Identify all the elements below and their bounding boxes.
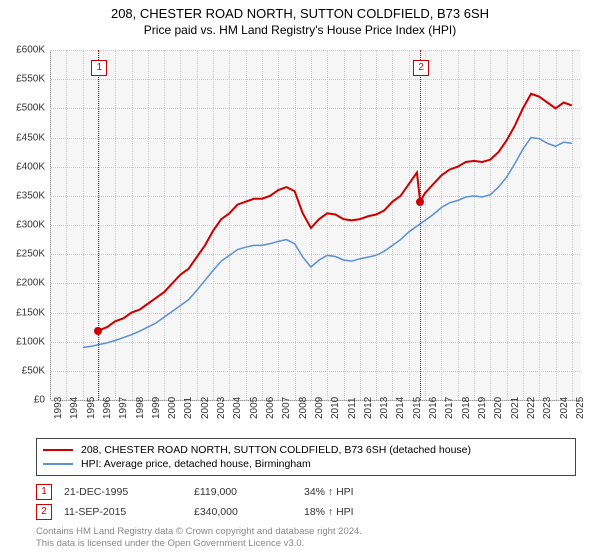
marker-dot-icon <box>94 327 102 335</box>
x-tick-label: 2016 <box>428 397 439 419</box>
x-tick-label: 2012 <box>363 397 374 419</box>
x-tick-label: 1998 <box>135 397 146 419</box>
y-tick-label: £150K <box>16 307 45 318</box>
y-tick-label: £400K <box>16 161 45 172</box>
legend-line-icon <box>43 463 73 465</box>
y-tick-label: £0 <box>34 395 45 406</box>
y-tick-label: £350K <box>16 190 45 201</box>
x-tick-label: 2004 <box>232 397 243 419</box>
x-tick-label: 2014 <box>395 397 406 419</box>
marker-box-icon: 1 <box>91 60 107 76</box>
x-tick-label: 1996 <box>102 397 113 419</box>
chart-area: 12 £0£50K£100K£150K£200K£250K£300K£350K£… <box>50 50 580 400</box>
legend-item-property: 208, CHESTER ROAD NORTH, SUTTON COLDFIEL… <box>43 443 569 457</box>
x-tick-label: 2018 <box>461 397 472 419</box>
marker-vline <box>98 50 99 400</box>
transactions-table: 1 21-DEC-1995 £119,000 34% ↑ HPI 2 11-SE… <box>36 482 404 522</box>
legend-line-icon <box>43 449 73 451</box>
x-tick-label: 2017 <box>444 397 455 419</box>
title-address: 208, CHESTER ROAD NORTH, SUTTON COLDFIEL… <box>0 6 600 23</box>
series-line-property <box>98 94 571 331</box>
legend: 208, CHESTER ROAD NORTH, SUTTON COLDFIEL… <box>36 438 576 476</box>
transaction-price: £119,000 <box>194 486 304 498</box>
attribution-line2: This data is licensed under the Open Gov… <box>36 538 362 550</box>
y-tick-label: £450K <box>16 132 45 143</box>
x-tick-label: 2005 <box>249 397 260 419</box>
transaction-row: 2 11-SEP-2015 £340,000 18% ↑ HPI <box>36 502 404 522</box>
x-tick-label: 2010 <box>330 397 341 419</box>
transaction-hpi: 34% ↑ HPI <box>304 486 404 498</box>
x-tick-label: 2023 <box>542 397 553 419</box>
transaction-date: 11-SEP-2015 <box>64 506 194 518</box>
x-tick-label: 2021 <box>510 397 521 419</box>
y-tick-label: £300K <box>16 220 45 231</box>
y-tick-label: £250K <box>16 249 45 260</box>
x-tick-label: 2001 <box>183 397 194 419</box>
x-tick-label: 2006 <box>265 397 276 419</box>
legend-item-hpi: HPI: Average price, detached house, Birm… <box>43 457 569 471</box>
x-tick-label: 2000 <box>167 397 178 419</box>
marker-box-icon: 2 <box>413 60 429 76</box>
y-tick-label: £500K <box>16 103 45 114</box>
x-tick-label: 2007 <box>281 397 292 419</box>
x-tick-label: 2011 <box>347 397 358 419</box>
transaction-price: £340,000 <box>194 506 304 518</box>
x-tick-label: 2013 <box>379 397 390 419</box>
x-tick-label: 2009 <box>314 397 325 419</box>
x-tick-label: 1995 <box>86 397 97 419</box>
attribution: Contains HM Land Registry data © Crown c… <box>36 526 362 551</box>
x-tick-label: 2022 <box>526 397 537 419</box>
x-tick-label: 2008 <box>298 397 309 419</box>
x-tick-label: 1997 <box>118 397 129 419</box>
legend-label: HPI: Average price, detached house, Birm… <box>81 458 311 470</box>
y-tick-label: £200K <box>16 278 45 289</box>
x-tick-label: 2020 <box>493 397 504 419</box>
x-tick-label: 2025 <box>575 397 586 419</box>
y-tick-label: £50K <box>22 365 45 376</box>
marker-vline <box>420 50 421 400</box>
title-subtitle: Price paid vs. HM Land Registry's House … <box>0 23 600 39</box>
legend-label: 208, CHESTER ROAD NORTH, SUTTON COLDFIEL… <box>81 444 471 456</box>
transaction-marker-icon: 2 <box>36 504 52 520</box>
attribution-line1: Contains HM Land Registry data © Crown c… <box>36 526 362 538</box>
chart-lines <box>50 50 580 400</box>
x-tick-label: 1994 <box>69 397 80 419</box>
y-tick-label: £550K <box>16 74 45 85</box>
x-tick-label: 2019 <box>477 397 488 419</box>
x-tick-label: 2002 <box>200 397 211 419</box>
chart-title: 208, CHESTER ROAD NORTH, SUTTON COLDFIEL… <box>0 0 600 38</box>
transaction-date: 21-DEC-1995 <box>64 486 194 498</box>
chart-container: 208, CHESTER ROAD NORTH, SUTTON COLDFIEL… <box>0 0 600 560</box>
transaction-hpi: 18% ↑ HPI <box>304 506 404 518</box>
x-tick-label: 2003 <box>216 397 227 419</box>
y-tick-label: £100K <box>16 336 45 347</box>
series-line-hpi <box>83 138 572 348</box>
x-tick-label: 2015 <box>412 397 423 419</box>
y-tick-label: £600K <box>16 45 45 56</box>
transaction-row: 1 21-DEC-1995 £119,000 34% ↑ HPI <box>36 482 404 502</box>
marker-dot-icon <box>416 198 424 206</box>
x-tick-label: 1999 <box>151 397 162 419</box>
x-tick-label: 1993 <box>53 397 64 419</box>
transaction-marker-icon: 1 <box>36 484 52 500</box>
x-tick-label: 2024 <box>559 397 570 419</box>
